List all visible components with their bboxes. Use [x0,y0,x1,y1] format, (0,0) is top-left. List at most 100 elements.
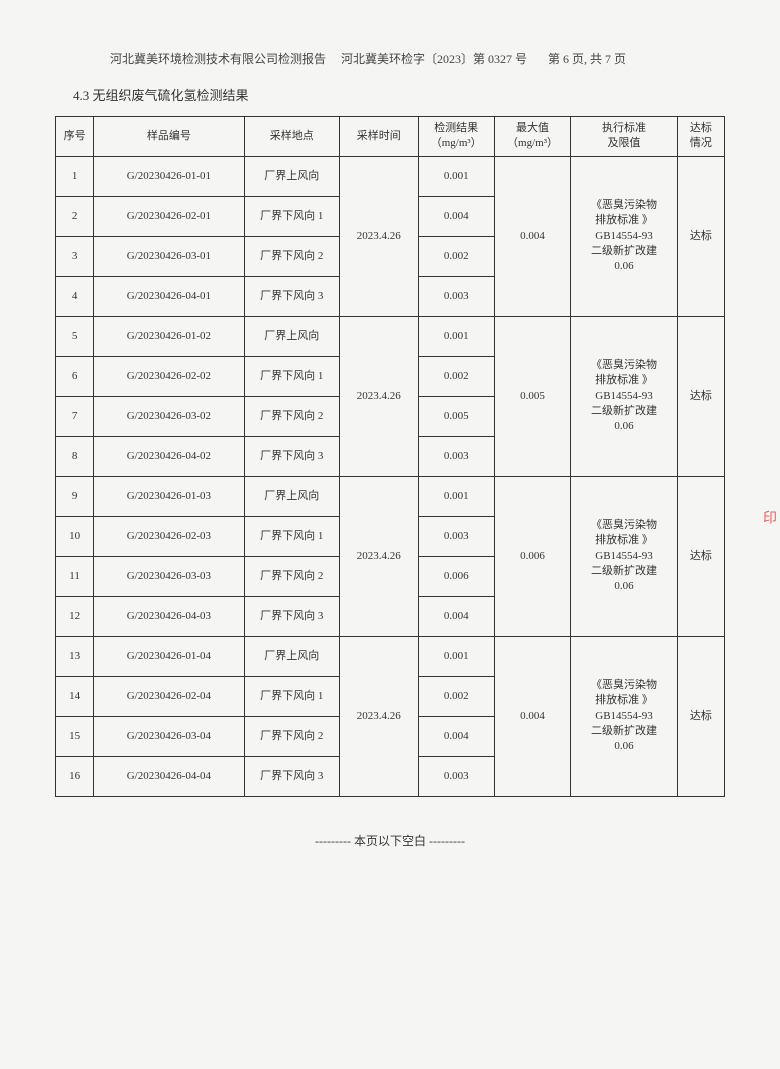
cell-result: 0.001 [418,316,494,356]
cell-seq: 6 [56,356,94,396]
cell-location: 厂界上风向 [244,156,339,196]
cell-max: 0.006 [494,476,570,636]
cell-time: 2023.4.26 [339,636,418,796]
cell-pass: 达标 [677,316,724,476]
cell-standard: 《恶臭污染物排放标准 》GB14554-93二级新扩改建0.06 [571,316,678,476]
cell-result: 0.001 [418,636,494,676]
cell-seq: 13 [56,636,94,676]
cell-location: 厂界上风向 [244,316,339,356]
cell-time: 2023.4.26 [339,476,418,636]
cell-result: 0.002 [418,356,494,396]
cell-location: 厂界下风向 1 [244,516,339,556]
cell-standard: 《恶臭污染物排放标准 》GB14554-93二级新扩改建0.06 [571,156,678,316]
red-stamp: 印 [758,510,778,542]
cell-location: 厂界下风向 1 [244,196,339,236]
col-time: 采样时间 [339,117,418,157]
header-company: 河北冀美环境检测技术有限公司检测报告 [110,52,326,66]
cell-seq: 7 [56,396,94,436]
col-standard: 执行标准及限值 [571,117,678,157]
cell-location: 厂界上风向 [244,636,339,676]
cell-sample-id: G/20230426-04-04 [94,756,244,796]
cell-location: 厂界下风向 2 [244,716,339,756]
cell-max: 0.004 [494,156,570,316]
cell-seq: 10 [56,516,94,556]
cell-location: 厂界上风向 [244,476,339,516]
cell-sample-id: G/20230426-02-02 [94,356,244,396]
col-seq: 序号 [56,117,94,157]
cell-seq: 9 [56,476,94,516]
cell-result: 0.006 [418,556,494,596]
cell-pass: 达标 [677,636,724,796]
cell-location: 厂界下风向 1 [244,676,339,716]
cell-location: 厂界下风向 3 [244,276,339,316]
cell-seq: 16 [56,756,94,796]
table-header-row: 序号 样品编号 采样地点 采样时间 检测结果 （mg/m³） 最大值 （mg/m… [56,117,725,157]
cell-sample-id: G/20230426-01-03 [94,476,244,516]
cell-seq: 5 [56,316,94,356]
cell-location: 厂界下风向 2 [244,396,339,436]
cell-sample-id: G/20230426-04-03 [94,596,244,636]
table-row: 1G/20230426-01-01厂界上风向2023.4.260.0010.00… [56,156,725,196]
cell-standard: 《恶臭污染物排放标准 》GB14554-93二级新扩改建0.06 [571,636,678,796]
cell-sample-id: G/20230426-04-02 [94,436,244,476]
cell-seq: 4 [56,276,94,316]
cell-standard: 《恶臭污染物排放标准 》GB14554-93二级新扩改建0.06 [571,476,678,636]
cell-sample-id: G/20230426-02-03 [94,516,244,556]
cell-result: 0.003 [418,756,494,796]
col-max: 最大值 （mg/m³） [494,117,570,157]
header-docno: 河北冀美环检字〔2023〕第 0327 号 [341,52,527,66]
cell-result: 0.004 [418,596,494,636]
page-header: 河北冀美环境检测技术有限公司检测报告 河北冀美环检字〔2023〕第 0327 号… [55,50,725,67]
cell-seq: 3 [56,236,94,276]
cell-seq: 14 [56,676,94,716]
cell-location: 厂界下风向 3 [244,756,339,796]
cell-location: 厂界下风向 1 [244,356,339,396]
cell-sample-id: G/20230426-01-04 [94,636,244,676]
cell-location: 厂界下风向 2 [244,556,339,596]
cell-result: 0.004 [418,196,494,236]
cell-sample-id: G/20230426-03-01 [94,236,244,276]
col-sample-id: 样品编号 [94,117,244,157]
cell-result: 0.001 [418,476,494,516]
cell-location: 厂界下风向 2 [244,236,339,276]
table-body: 1G/20230426-01-01厂界上风向2023.4.260.0010.00… [56,156,725,796]
cell-sample-id: G/20230426-04-01 [94,276,244,316]
cell-sample-id: G/20230426-03-03 [94,556,244,596]
table-row: 5G/20230426-01-02厂界上风向2023.4.260.0010.00… [56,316,725,356]
cell-sample-id: G/20230426-03-02 [94,396,244,436]
col-result: 检测结果 （mg/m³） [418,117,494,157]
header-pageinfo: 第 6 页, 共 7 页 [548,52,626,66]
cell-location: 厂界下风向 3 [244,596,339,636]
col-location: 采样地点 [244,117,339,157]
table-row: 13G/20230426-01-04厂界上风向2023.4.260.0010.0… [56,636,725,676]
cell-result: 0.005 [418,396,494,436]
footer-blank: --------- 本页以下空白 --------- [55,832,725,849]
table-row: 9G/20230426-01-03厂界上风向2023.4.260.0010.00… [56,476,725,516]
cell-seq: 8 [56,436,94,476]
col-pass: 达标情况 [677,117,724,157]
cell-seq: 12 [56,596,94,636]
cell-sample-id: G/20230426-02-04 [94,676,244,716]
cell-seq: 1 [56,156,94,196]
cell-result: 0.003 [418,436,494,476]
cell-max: 0.005 [494,316,570,476]
cell-sample-id: G/20230426-03-04 [94,716,244,756]
cell-time: 2023.4.26 [339,316,418,476]
cell-sample-id: G/20230426-02-01 [94,196,244,236]
cell-max: 0.004 [494,636,570,796]
cell-location: 厂界下风向 3 [244,436,339,476]
cell-pass: 达标 [677,156,724,316]
cell-sample-id: G/20230426-01-02 [94,316,244,356]
cell-result: 0.004 [418,716,494,756]
cell-result: 0.003 [418,516,494,556]
cell-seq: 11 [56,556,94,596]
results-table: 序号 样品编号 采样地点 采样时间 检测结果 （mg/m³） 最大值 （mg/m… [55,116,725,797]
cell-result: 0.002 [418,676,494,716]
cell-sample-id: G/20230426-01-01 [94,156,244,196]
section-title: 4.3 无组织废气硫化氢检测结果 [55,85,725,104]
cell-result: 0.002 [418,236,494,276]
cell-seq: 15 [56,716,94,756]
cell-pass: 达标 [677,476,724,636]
cell-seq: 2 [56,196,94,236]
cell-result: 0.003 [418,276,494,316]
